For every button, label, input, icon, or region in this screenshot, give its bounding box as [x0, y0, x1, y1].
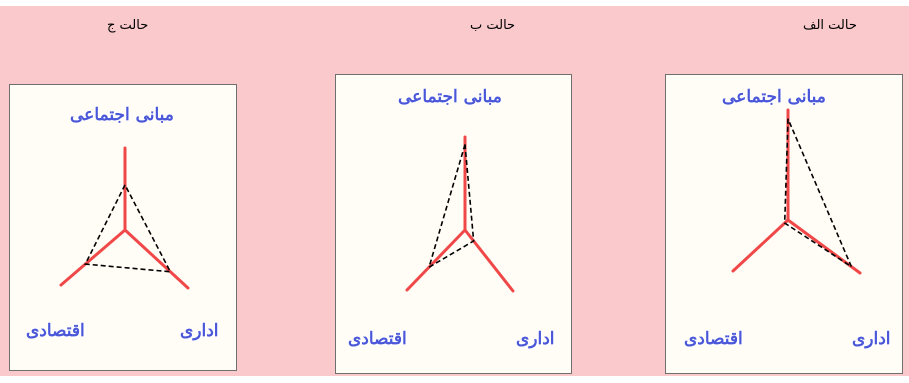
bottom-border-strip [0, 376, 909, 383]
axis-line-bottom-right [463, 228, 515, 293]
axis-line-bottom-right [123, 228, 190, 290]
dashed-triangle [84, 183, 172, 273]
axis-line-bottom-left [731, 218, 790, 273]
axis-label-top: مبانی اجتماعی [70, 105, 174, 125]
axis-line-bottom-left [59, 228, 127, 287]
case-title-c: حالت ج [107, 18, 149, 33]
axis-line-bottom-right [786, 218, 862, 275]
axis-label-bottom-left: اقتصادی [684, 329, 743, 349]
top-border-strip [0, 0, 909, 6]
axis-label-bottom-right: اداری [180, 321, 219, 341]
axis-label-bottom-left: اقتصادی [26, 321, 85, 341]
axis-line-bottom-left [405, 228, 467, 292]
case-panel-b: مبانی اجتماعی اقتصادی اداری [335, 74, 572, 374]
axis-label-bottom-right: اداری [516, 329, 555, 349]
dashed-triangle [427, 144, 475, 269]
axis-label-bottom-right: اداری [852, 329, 891, 349]
triangle-plot-b [405, 135, 515, 293]
triangle-plot-a [731, 108, 862, 275]
case-panel-a: مبانی اجتماعی اقتصادی اداری [665, 74, 903, 374]
axis-label-top: مبانی اجتماعی [722, 87, 826, 107]
triangle-plot-c [59, 146, 190, 290]
axis-label-top: مبانی اجتماعی [398, 87, 502, 107]
axis-label-bottom-left: اقتصادی [348, 329, 407, 349]
dashed-triangle [783, 118, 854, 269]
case-title-a: حالت الف [803, 18, 857, 33]
case-title-b: حالت ب [470, 18, 516, 33]
case-panel-c: مبانی اجتماعی اقتصادی اداری [9, 84, 237, 371]
